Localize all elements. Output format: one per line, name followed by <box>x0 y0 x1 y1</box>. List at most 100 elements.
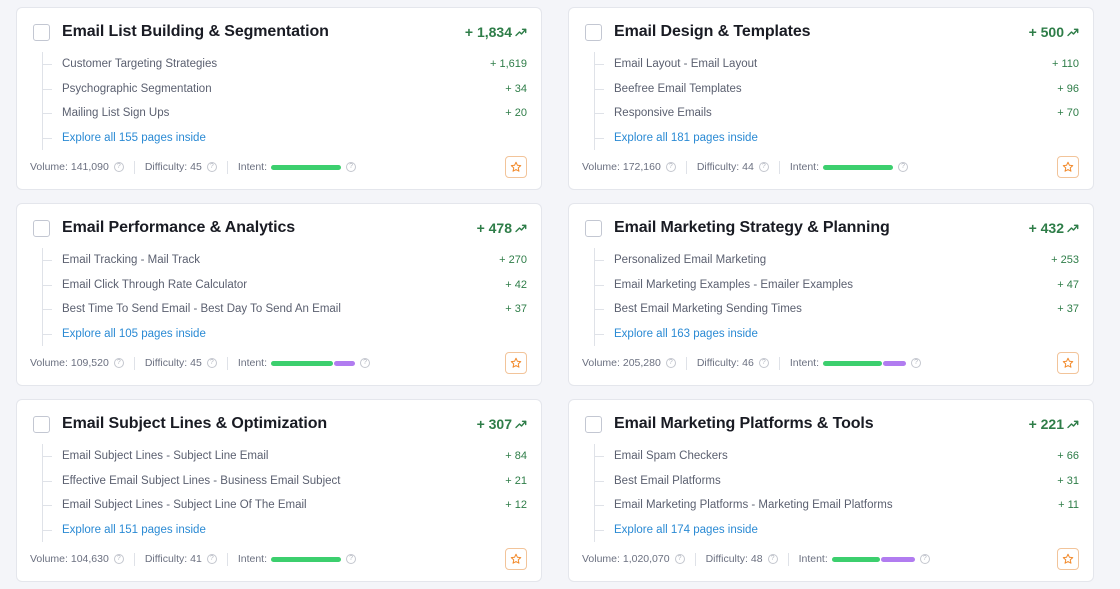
subtopic-label[interactable]: Responsive Emails <box>614 107 712 120</box>
subtopic-growth: + 42 <box>505 278 527 291</box>
subtopic-label[interactable]: Best Time To Send Email - Best Day To Se… <box>62 303 341 316</box>
help-icon[interactable]: ? <box>758 358 769 368</box>
card-title[interactable]: Email Performance & Analytics <box>62 219 296 236</box>
subtopic-row[interactable]: Email Spam Checkers + 66 <box>595 444 1079 469</box>
help-icon[interactable]: ? <box>113 554 124 564</box>
volume-value: Volume: 141,090 <box>30 161 109 173</box>
favorite-button[interactable] <box>1057 352 1079 374</box>
subtopic-label[interactable]: Beefree Email Templates <box>614 82 742 95</box>
card-title[interactable]: Email Design & Templates <box>614 23 811 40</box>
favorite-button[interactable] <box>1057 156 1079 178</box>
subtopic-row[interactable]: Personalized Email Marketing + 253 <box>595 248 1079 273</box>
subtopic-label[interactable]: Email Layout - Email Layout <box>614 58 758 71</box>
subtopic-label[interactable]: Email Subject Lines - Subject Line Of Th… <box>62 499 307 512</box>
help-icon[interactable]: ? <box>767 554 778 564</box>
subtopic-row[interactable]: Psychographic Segmentation + 34 <box>43 77 527 102</box>
subtopic-row[interactable]: Email Tracking - Mail Track + 270 <box>43 248 527 273</box>
volume-value: Volume: 1,020,070 <box>582 553 670 565</box>
help-icon[interactable]: ? <box>360 358 371 368</box>
subtopic-label[interactable]: Customer Targeting Strategies <box>62 58 218 71</box>
card-title[interactable]: Email Marketing Strategy & Planning <box>614 219 890 236</box>
subtopic-row[interactable]: Best Time To Send Email - Best Day To Se… <box>43 297 527 322</box>
subtopic-list: Customer Targeting Strategies + 1,619 Ps… <box>42 52 527 150</box>
help-icon[interactable]: ? <box>911 358 922 368</box>
trending-up-icon <box>1067 224 1079 233</box>
subtopic-label[interactable]: Email Subject Lines - Subject Line Email <box>62 450 269 463</box>
select-checkbox[interactable] <box>33 415 50 433</box>
divider <box>133 356 135 370</box>
subtopic-row[interactable]: Best Email Platforms + 31 <box>595 469 1079 494</box>
subtopic-row[interactable]: Email Layout - Email Layout + 110 <box>595 52 1079 77</box>
subtopic-row[interactable]: Customer Targeting Strategies + 1,619 <box>43 52 527 77</box>
help-icon[interactable]: ? <box>206 554 217 564</box>
topic-card: Email List Building & Segmentation + 1,8… <box>16 7 542 190</box>
explore-row: Explore all 181 pages inside <box>595 126 1079 151</box>
explore-row: Explore all 151 pages inside <box>43 518 527 543</box>
explore-pages-link[interactable]: Explore all 163 pages inside <box>614 327 758 340</box>
explore-pages-link[interactable]: Explore all 151 pages inside <box>62 523 206 536</box>
trending-up-icon <box>515 28 527 37</box>
subtopic-label[interactable]: Best Email Marketing Sending Times <box>614 303 802 316</box>
intent-segment-commercial <box>823 360 883 366</box>
favorite-button[interactable] <box>505 352 527 374</box>
subtopic-label[interactable]: Personalized Email Marketing <box>614 254 767 267</box>
intent-metric: Intent: ? <box>790 161 909 173</box>
select-checkbox[interactable] <box>33 23 50 41</box>
favorite-button[interactable] <box>505 548 527 570</box>
subtopic-label[interactable]: Best Email Platforms <box>614 474 721 487</box>
subtopic-row[interactable]: Responsive Emails + 70 <box>595 101 1079 126</box>
help-icon[interactable]: ? <box>113 162 124 172</box>
subtopic-row[interactable]: Email Marketing Examples - Emailer Examp… <box>595 273 1079 298</box>
subtopic-label[interactable]: Mailing List Sign Ups <box>62 107 170 120</box>
subtopic-label[interactable]: Email Marketing Examples - Emailer Examp… <box>614 278 854 291</box>
subtopic-row[interactable]: Email Marketing Platforms - Marketing Em… <box>595 493 1079 518</box>
help-icon[interactable]: ? <box>113 358 124 368</box>
help-icon[interactable]: ? <box>898 162 909 172</box>
subtopic-label[interactable]: Psychographic Segmentation <box>62 82 212 95</box>
subtopic-row[interactable]: Beefree Email Templates + 96 <box>595 77 1079 102</box>
star-icon <box>510 553 522 564</box>
subtopic-growth: + 34 <box>505 82 527 95</box>
help-icon[interactable]: ? <box>206 358 217 368</box>
favorite-button[interactable] <box>1057 548 1079 570</box>
subtopic-growth: + 21 <box>505 474 527 487</box>
subtopic-row[interactable]: Best Email Marketing Sending Times + 37 <box>595 297 1079 322</box>
card-title[interactable]: Email Subject Lines & Optimization <box>62 415 328 432</box>
difficulty-value: Difficulty: 45 <box>144 357 202 369</box>
subtopic-label[interactable]: Email Tracking - Mail Track <box>62 254 201 267</box>
card-title[interactable]: Email Marketing Platforms & Tools <box>614 415 874 432</box>
select-checkbox[interactable] <box>33 219 50 237</box>
volume-metric: Volume: 1,020,070 ? <box>582 553 685 565</box>
help-icon[interactable]: ? <box>346 162 357 172</box>
metrics-bar: Volume: 205,280 ? Difficulty: 46 ? Inten… <box>582 352 1079 374</box>
help-icon[interactable]: ? <box>346 554 357 564</box>
subtopic-label[interactable]: Email Spam Checkers <box>614 450 728 463</box>
explore-pages-link[interactable]: Explore all 105 pages inside <box>62 327 206 340</box>
select-checkbox[interactable] <box>585 23 602 41</box>
divider <box>133 160 135 174</box>
help-icon[interactable]: ? <box>665 162 676 172</box>
explore-pages-link[interactable]: Explore all 181 pages inside <box>614 131 758 144</box>
select-checkbox[interactable] <box>585 415 602 433</box>
divider <box>787 552 789 566</box>
help-icon[interactable]: ? <box>206 162 217 172</box>
help-icon[interactable]: ? <box>674 554 685 564</box>
subtopic-row[interactable]: Email Click Through Rate Calculator + 42 <box>43 273 527 298</box>
subtopic-row[interactable]: Email Subject Lines - Subject Line Email… <box>43 444 527 469</box>
help-icon[interactable]: ? <box>758 162 769 172</box>
subtopic-row[interactable]: Effective Email Subject Lines - Business… <box>43 469 527 494</box>
help-icon[interactable]: ? <box>919 554 930 564</box>
subtopic-label[interactable]: Effective Email Subject Lines - Business… <box>62 474 341 487</box>
favorite-button[interactable] <box>505 156 527 178</box>
star-icon <box>1062 357 1074 368</box>
subtopic-row[interactable]: Email Subject Lines - Subject Line Of Th… <box>43 493 527 518</box>
select-checkbox[interactable] <box>585 219 602 237</box>
explore-pages-link[interactable]: Explore all 155 pages inside <box>62 131 206 144</box>
help-icon[interactable]: ? <box>665 358 676 368</box>
volume-value: Volume: 109,520 <box>30 357 109 369</box>
explore-pages-link[interactable]: Explore all 174 pages inside <box>614 523 758 536</box>
subtopic-label[interactable]: Email Marketing Platforms - Marketing Em… <box>614 499 893 512</box>
subtopic-label[interactable]: Email Click Through Rate Calculator <box>62 278 248 291</box>
subtopic-row[interactable]: Mailing List Sign Ups + 20 <box>43 101 527 126</box>
card-title[interactable]: Email List Building & Segmentation <box>62 23 329 40</box>
